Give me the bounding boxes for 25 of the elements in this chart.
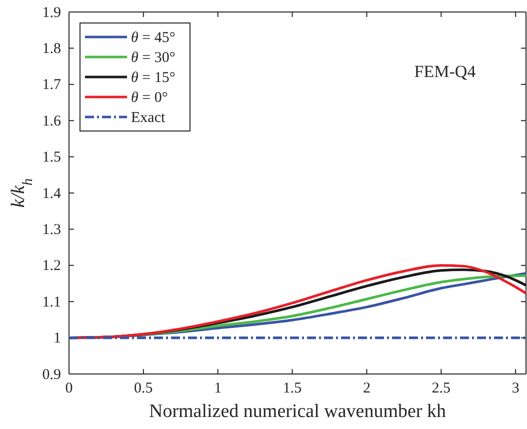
x-tick-label: 0 [65, 380, 73, 397]
y-tick-label: 1.9 [42, 4, 61, 21]
y-tick-label: 1.6 [42, 113, 62, 130]
y-tick-label: 1.4 [42, 186, 62, 202]
legend-label: θ = 45° [131, 30, 176, 46]
x-tick-label: 1 [214, 380, 222, 397]
y-tick-label: 1.1 [42, 294, 61, 310]
legend-label: θ = 30° [131, 50, 176, 66]
y-tick-label: 1.5 [42, 150, 61, 166]
legend-label: θ = 0° [131, 90, 168, 106]
x-tick-label: 2.5 [432, 380, 451, 397]
x-axis-title: Normalized numerical wavenumber kh [148, 401, 447, 422]
y-tick-label: 1.2 [42, 258, 61, 274]
x-tick-label: 2 [362, 380, 370, 397]
y-tick-label: 0.9 [42, 366, 61, 383]
y-tick-label: 1 [54, 330, 61, 347]
y-tick-label: 1.7 [42, 77, 62, 94]
legend-label: θ = 15° [131, 70, 176, 86]
x-tick-label: 1.5 [282, 380, 302, 397]
x-tick-label: 0.5 [134, 380, 153, 397]
x-tick-label: 3 [512, 380, 520, 397]
annotation: FEM-Q4 [414, 62, 476, 81]
y-tick-label: 1.3 [42, 222, 61, 238]
legend-label: Exact [131, 110, 166, 126]
y-tick-label: 1.8 [42, 41, 61, 57]
